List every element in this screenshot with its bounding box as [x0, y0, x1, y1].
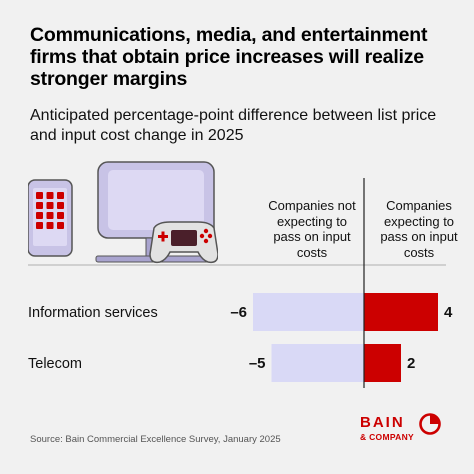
logo-text-company: & COMPANY — [360, 432, 415, 442]
value-label-not-expecting-information-services: –6 — [230, 304, 247, 321]
chart-title: Communications, media, and entertainment… — [30, 24, 428, 90]
bar-expecting-telecom — [364, 344, 401, 382]
source-note: Source: Bain Commercial Excellence Surve… — [30, 434, 281, 445]
chart-subtitle: Anticipated percentage-point difference … — [30, 107, 437, 144]
logo-mark-icon — [419, 413, 441, 435]
game-controller-icon — [149, 221, 218, 264]
category-label-information-services: Information services — [28, 305, 158, 321]
value-label-expecting-telecom: 2 — [407, 355, 415, 372]
bar-not-expecting-telecom — [271, 344, 364, 382]
column-header-not-expecting: Companies not expecting to pass on input… — [268, 198, 356, 260]
phone-icon — [28, 179, 73, 257]
value-label-expecting-information-services: 4 — [444, 304, 453, 321]
bar-not-expecting-information-services — [253, 293, 364, 331]
devices-illustration — [28, 161, 218, 264]
logo-text-bain: BAIN — [360, 414, 405, 431]
category-label-telecom: Telecom — [28, 356, 82, 372]
column-header-expecting: Companies expecting to pass on input cos… — [380, 198, 458, 260]
value-label-not-expecting-telecom: –5 — [249, 355, 266, 372]
bar-expecting-information-services — [364, 293, 438, 331]
